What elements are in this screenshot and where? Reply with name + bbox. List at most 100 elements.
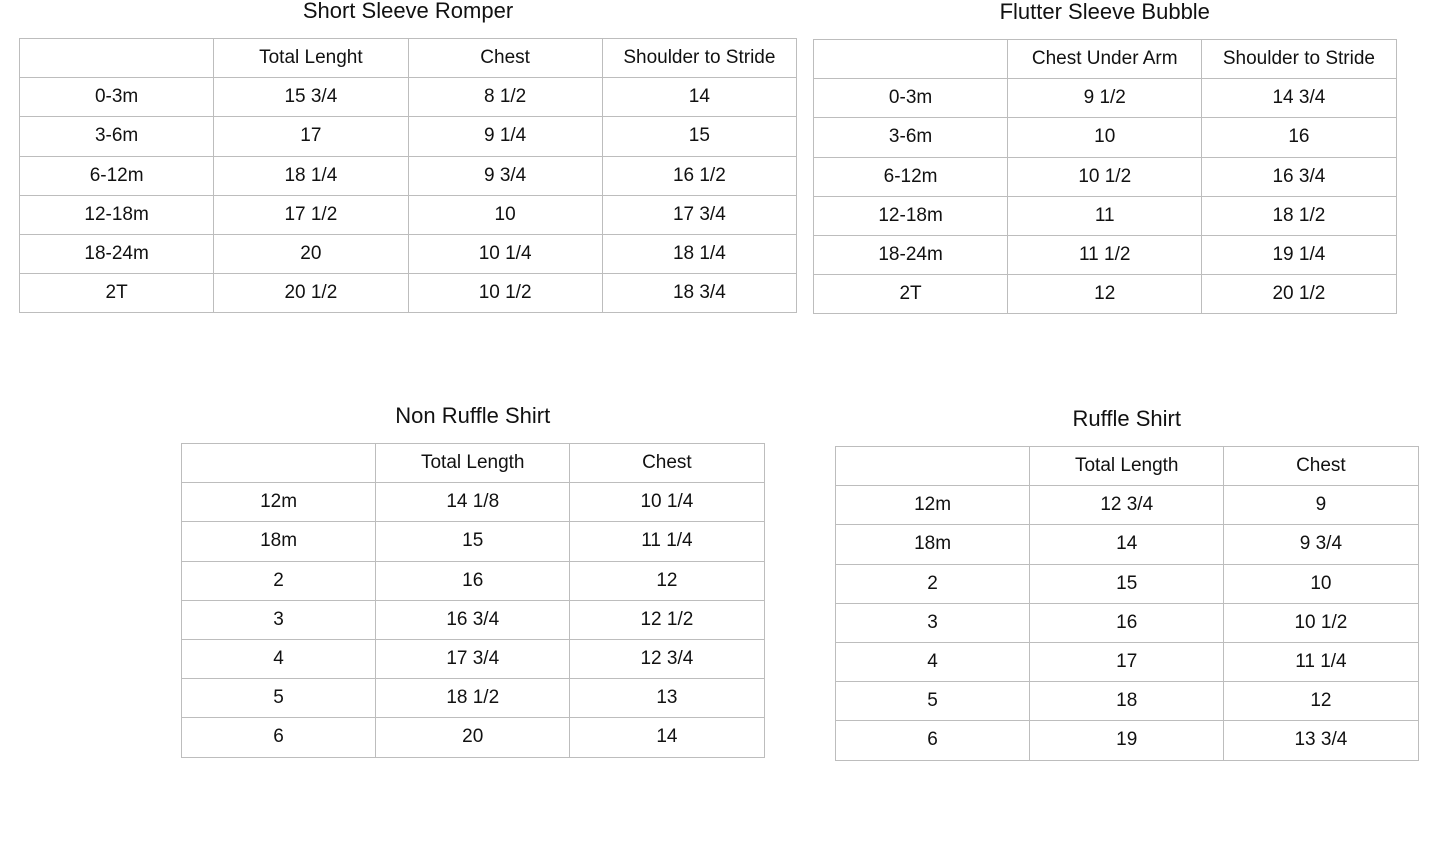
measurement-cell: 16 1/2 — [601, 155, 798, 196]
table-row: 18m 14 9 3/4 — [834, 524, 1419, 565]
table-row: 2 15 10 — [834, 563, 1419, 604]
table-row: 3-6m 10 16 — [812, 117, 1397, 158]
measurement-cell: 18 3/4 — [601, 273, 798, 314]
table-row: 12-18m 11 18 1/2 — [812, 195, 1397, 236]
measurement-cell: 11 1/4 — [1223, 641, 1419, 683]
size-label: 5 — [180, 678, 377, 719]
measurement-cell: 14 — [1029, 524, 1225, 565]
table-row: 5 18 1/2 13 — [180, 678, 765, 719]
measurement-cell: 14 — [601, 77, 798, 118]
column-header: Total Length — [1029, 445, 1225, 487]
column-header — [18, 37, 215, 79]
table-row: 12m 12 3/4 9 — [834, 485, 1419, 526]
size-label: 6 — [834, 720, 1031, 761]
measurement-cell: 9 — [1223, 485, 1419, 526]
column-header — [834, 445, 1031, 487]
measurement-cell: 17 3/4 — [375, 638, 571, 680]
table-row: 0-3m 9 1/2 14 3/4 — [812, 78, 1397, 119]
size-label: 4 — [180, 638, 377, 680]
measurement-cell: 10 1/2 — [1007, 156, 1203, 197]
measurement-cell: 11 — [1007, 195, 1203, 236]
table-row: 6 19 13 3/4 — [834, 720, 1419, 761]
measurement-cell: 9 3/4 — [1223, 524, 1419, 565]
measurement-cell: 16 — [1201, 117, 1397, 158]
size-label: 12m — [834, 485, 1031, 526]
size-label: 2T — [18, 273, 215, 314]
measurement-cell: 18 1/4 — [213, 155, 409, 196]
size-chart-table: Total Length Chest 12m 12 3/4 9 18m 14 9 3/4 2 15… — [834, 445, 1419, 761]
measurement-cell: 17 3/4 — [601, 194, 798, 235]
measurement-cell: 16 — [1029, 602, 1225, 643]
measurement-cell: 18 1/4 — [601, 233, 798, 275]
size-label: 3-6m — [812, 117, 1009, 158]
column-header: Chest — [569, 442, 765, 484]
measurement-cell: 18 1/2 — [375, 678, 571, 719]
measurement-cell: 12 3/4 — [569, 638, 765, 680]
measurement-cell: 13 — [569, 678, 765, 719]
measurement-cell: 12 — [1007, 274, 1203, 315]
table-title: Short Sleeve Romper — [302, 0, 514, 23]
table-title: Flutter Sleeve Bubble — [999, 0, 1210, 24]
table-row: 6 20 14 — [180, 717, 765, 758]
table-row: 18-24m 11 1/2 19 1/4 — [812, 234, 1397, 276]
measurement-cell: 20 — [213, 233, 409, 275]
measurement-cell: 10 1/2 — [1223, 602, 1419, 643]
measurement-cell: 10 — [1223, 563, 1419, 604]
table-row: 6-12m 18 1/4 9 3/4 16 1/2 — [18, 155, 798, 196]
column-header — [180, 442, 377, 484]
size-label: 4 — [834, 641, 1031, 683]
size-label: 3 — [180, 599, 377, 640]
size-label: 5 — [834, 681, 1031, 722]
measurement-cell: 9 3/4 — [407, 155, 603, 196]
header-row: Total Lenght Chest Shoulder to Stride — [18, 37, 798, 79]
column-header: Chest Under Arm — [1007, 38, 1203, 80]
table-row: 2T 12 20 1/2 — [812, 274, 1397, 315]
measurement-cell: 17 1/2 — [213, 194, 409, 235]
table-row: 6-12m 10 1/2 16 3/4 — [812, 156, 1397, 197]
size-chart-table: Chest Under Arm Shoulder to Stride 0-3m 9 1… — [812, 38, 1397, 315]
size-chart-table: Total Lenght Chest Shoulder to Stride 0-3m 1… — [18, 37, 798, 314]
column-header: Shoulder to Stride — [601, 37, 798, 79]
size-label: 6-12m — [812, 156, 1009, 197]
header-row: Total Length Chest — [180, 442, 765, 484]
measurement-cell: 12 3/4 — [1029, 485, 1225, 526]
measurement-cell: 19 — [1029, 720, 1225, 761]
measurement-cell: 15 — [375, 521, 571, 562]
measurement-cell: 15 — [601, 116, 798, 157]
measurement-cell: 9 1/4 — [407, 116, 603, 157]
measurement-cell: 12 — [569, 560, 765, 601]
table-title: Ruffle Shirt — [1072, 406, 1181, 431]
measurement-cell: 18 1/2 — [1201, 195, 1397, 236]
size-label: 12-18m — [812, 195, 1009, 236]
measurement-cell: 11 1/4 — [569, 521, 765, 562]
measurement-cell: 12 — [1223, 681, 1419, 722]
column-header: Total Length — [375, 442, 571, 484]
size-label: 0-3m — [812, 78, 1009, 119]
measurement-cell: 13 3/4 — [1223, 720, 1419, 761]
size-label: 12-18m — [18, 194, 215, 235]
column-header: Chest — [1223, 445, 1419, 487]
table-row: 2T 20 1/2 10 1/2 18 3/4 — [18, 273, 798, 314]
table-row: 18m 15 11 1/4 — [180, 521, 765, 562]
header-row: Chest Under Arm Shoulder to Stride — [812, 38, 1397, 80]
measurement-cell: 12 1/2 — [569, 599, 765, 640]
size-label: 3-6m — [18, 116, 215, 157]
size-chart-table: Total Length Chest 12m 14 1/8 10 1/4 18m 15 11 … — [180, 442, 765, 758]
size-label: 18-24m — [812, 234, 1009, 276]
measurement-cell: 20 — [375, 717, 571, 758]
table-row: 4 17 3/4 12 3/4 — [180, 638, 765, 680]
measurement-cell: 17 — [1029, 641, 1225, 683]
measurement-cell: 10 1/2 — [407, 273, 603, 314]
measurement-cell: 10 — [1007, 117, 1203, 158]
table-row: 18-24m 20 10 1/4 18 1/4 — [18, 233, 798, 275]
measurement-cell: 16 — [375, 560, 571, 601]
measurement-cell: 18 — [1029, 681, 1225, 722]
measurement-cell: 19 1/4 — [1201, 234, 1397, 276]
size-label: 2 — [834, 563, 1031, 604]
column-header: Chest — [407, 37, 603, 79]
table-row: 3-6m 17 9 1/4 15 — [18, 116, 798, 157]
size-label: 12m — [180, 482, 377, 523]
measurement-cell: 9 1/2 — [1007, 78, 1203, 119]
size-label: 2T — [812, 274, 1009, 315]
table-row: 12-18m 17 1/2 10 17 3/4 — [18, 194, 798, 235]
